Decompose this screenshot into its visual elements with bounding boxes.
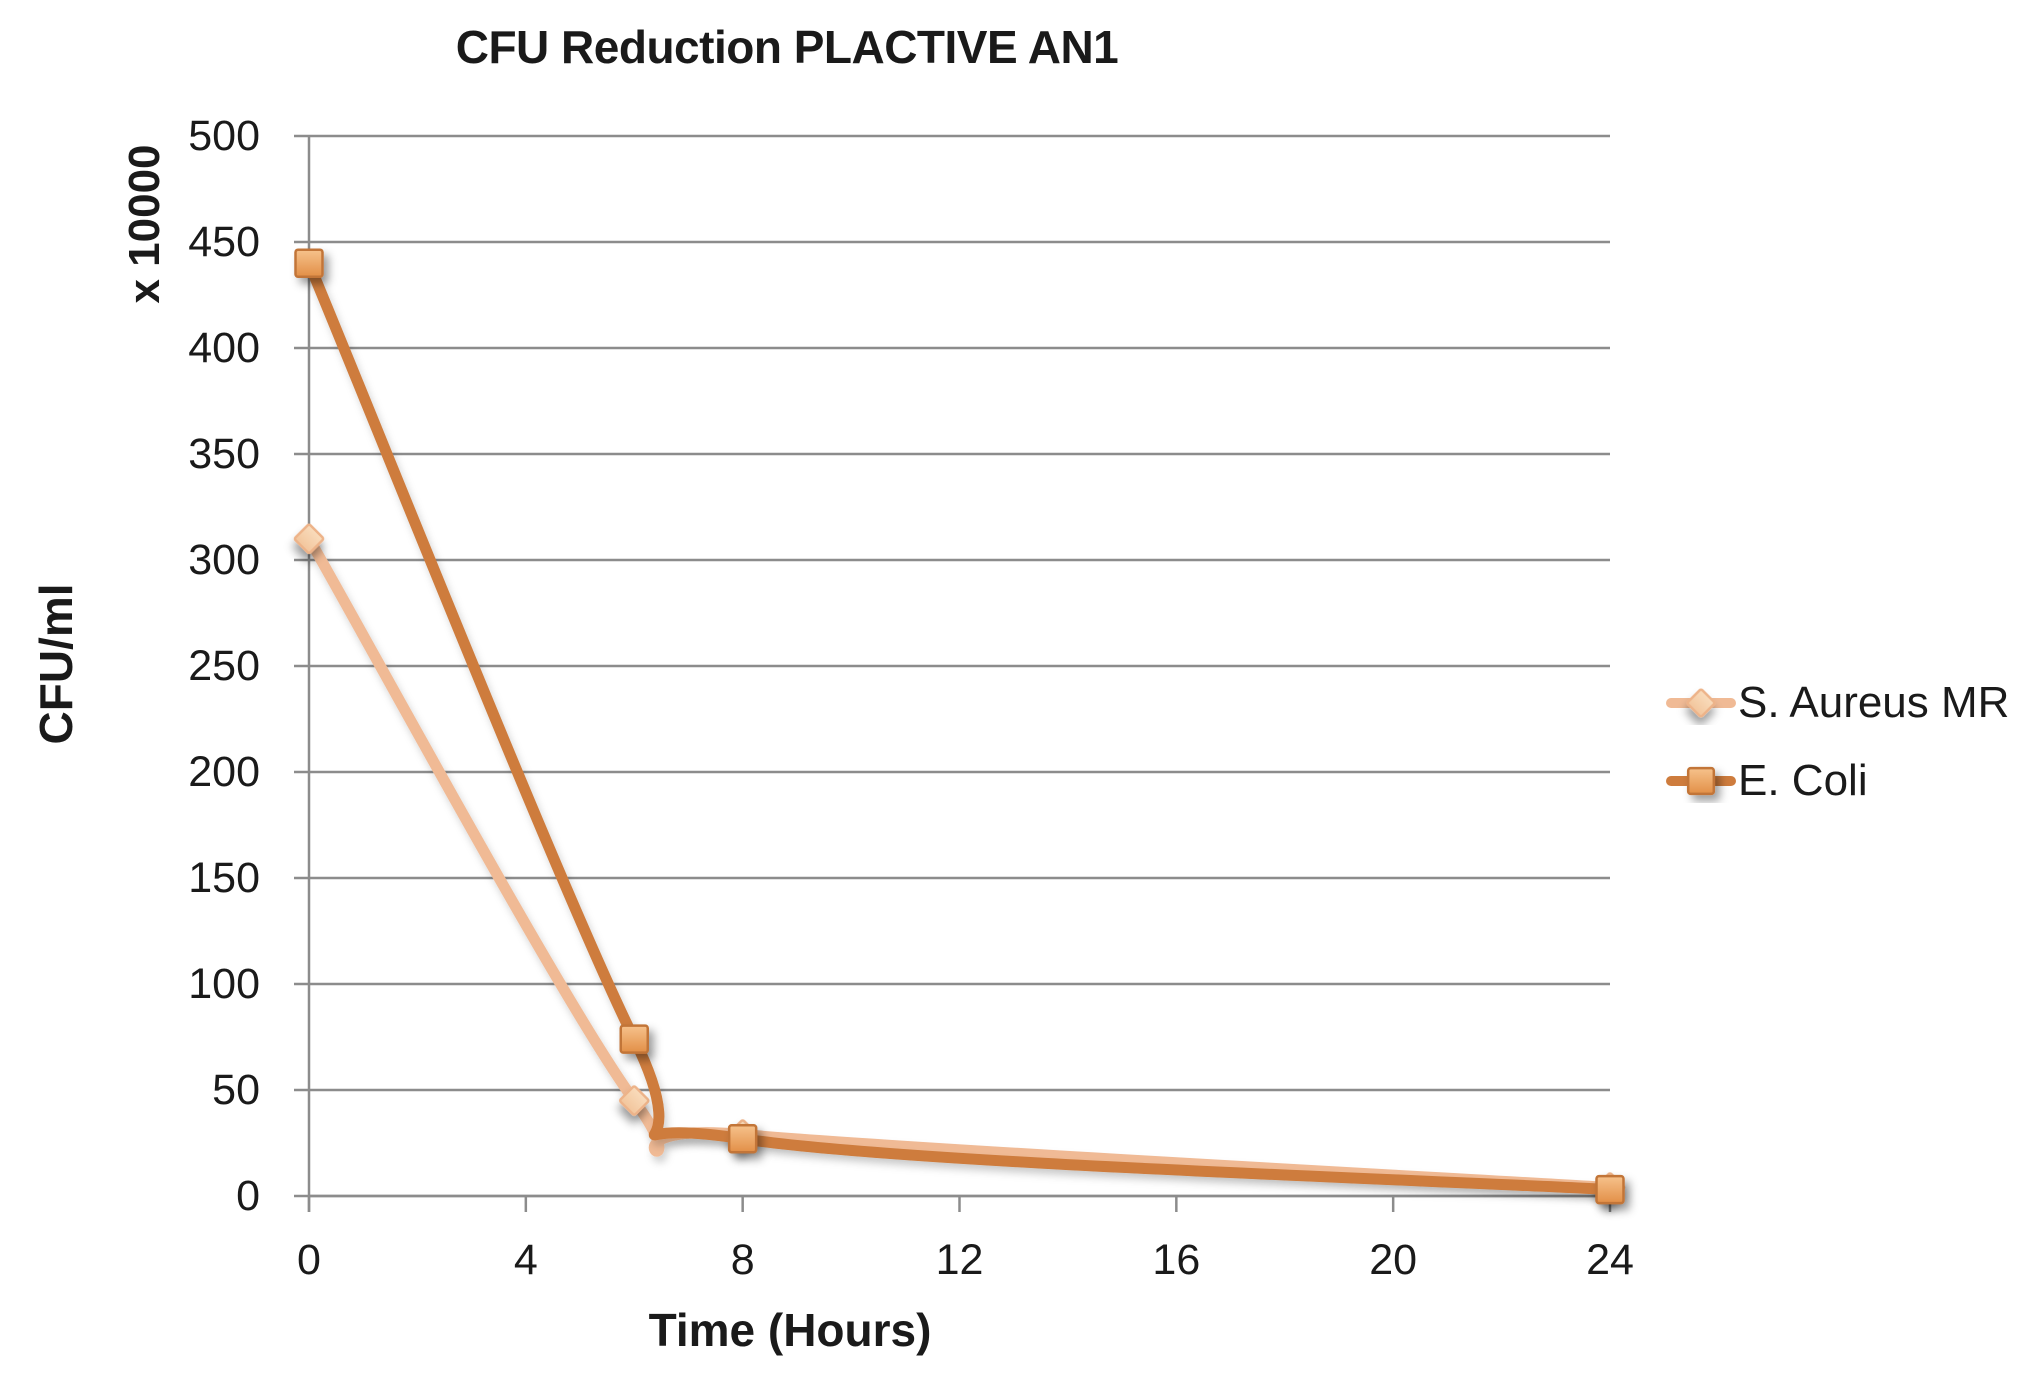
y-tick-label: 300 <box>188 536 260 584</box>
legend-item-s-aureus-mr: S. Aureus MR <box>1666 678 2009 728</box>
y-tick-label: 50 <box>212 1066 260 1114</box>
x-tick-label: 8 <box>730 1236 755 1284</box>
legend-label-s-aureus-mr: S. Aureus MR <box>1738 678 2010 727</box>
y-tick-label: 100 <box>188 960 260 1008</box>
legend-item-e-coli: E. Coli <box>1666 756 2009 806</box>
x-tick-label: 12 <box>935 1236 984 1284</box>
diamond-marker-icon <box>1666 688 1736 718</box>
x-tick-label: 20 <box>1369 1236 1418 1284</box>
data-point-marker <box>1686 766 1716 796</box>
y-tick-label: 500 <box>188 112 260 160</box>
data-point-marker <box>727 1124 758 1154</box>
legend-label-e-coli: E. Coli <box>1738 756 1868 805</box>
y-tick-label: 400 <box>188 324 260 372</box>
data-point-marker <box>619 1024 649 1054</box>
data-point-marker <box>293 523 325 555</box>
y-tick-label: 200 <box>188 748 260 796</box>
data-point-marker <box>294 248 324 278</box>
y-tick-label: 450 <box>188 218 260 266</box>
y-axis-title: CFU/ml <box>30 583 82 745</box>
square-marker-icon <box>1666 766 1736 796</box>
x-tick-label: 16 <box>1152 1236 1201 1284</box>
y-tick-label: 0 <box>236 1172 260 1220</box>
y-tick-label: 150 <box>188 854 260 902</box>
data-point-marker <box>618 1085 650 1116</box>
x-tick-label: 4 <box>513 1236 538 1284</box>
data-point-marker <box>1686 688 1716 718</box>
y-tick-label: 350 <box>188 430 260 478</box>
x-tick-label: 24 <box>1586 1236 1634 1284</box>
series-line-s-aureus-mr <box>303 533 1616 1194</box>
x-tick-label: 0 <box>297 1236 321 1284</box>
y-tick-label: 250 <box>188 642 260 690</box>
series-line-e-coli <box>303 257 1616 1196</box>
x-axis-title: Time (Hours) <box>648 1304 932 1356</box>
data-point-marker <box>1595 1174 1625 1205</box>
legend: S. Aureus MR E. Coli <box>1666 678 2009 806</box>
chart-title: CFU Reduction PLACTIVE AN1 <box>455 21 1119 73</box>
